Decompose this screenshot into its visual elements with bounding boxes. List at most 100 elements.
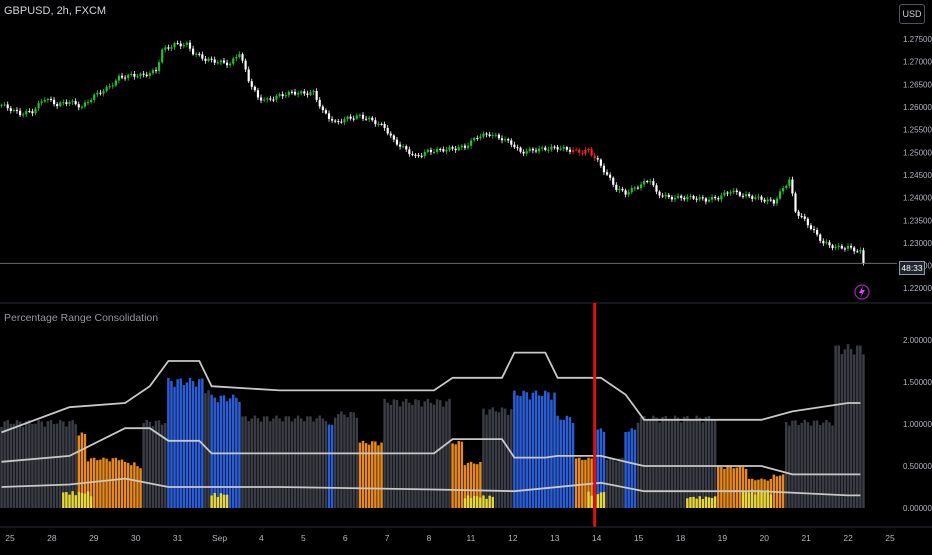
- indicator-bar: [788, 425, 791, 508]
- candle-body: [395, 139, 399, 145]
- time-tick-label: 21: [801, 533, 811, 543]
- indicator-bar: [500, 407, 504, 508]
- candle-body: [698, 197, 701, 200]
- candle-body: [590, 149, 593, 156]
- indicator-bar-yellow: [89, 496, 93, 508]
- indicator-bar: [281, 421, 284, 508]
- indicator-bar: [315, 418, 318, 508]
- candle-body: [809, 225, 813, 229]
- indicator-bar: [846, 344, 850, 508]
- indicator-bar: [831, 425, 834, 508]
- alert-icon-bolt: [859, 286, 865, 298]
- candle-body: [584, 149, 587, 154]
- candle-body: [800, 215, 803, 217]
- indicator-bar: [442, 406, 445, 508]
- indicator-bar: [185, 382, 189, 508]
- indicator-bar: [692, 419, 695, 508]
- candle-body: [179, 43, 182, 47]
- candle-body: [593, 155, 596, 159]
- candle-body: [59, 102, 62, 107]
- indicator-title[interactable]: Percentage Range Consolidation: [4, 312, 159, 324]
- candle-body: [303, 91, 306, 94]
- indicator-bar: [562, 419, 566, 508]
- candle-body: [173, 43, 176, 48]
- candle-body: [744, 194, 748, 197]
- indicator-bar: [454, 444, 457, 508]
- indicator-bar-yellow: [83, 493, 87, 508]
- indicator-bar-yellow: [751, 489, 754, 508]
- candle-body: [253, 86, 256, 91]
- indicator-bar: [126, 462, 130, 508]
- candle-body: [158, 62, 161, 72]
- candle-body: [398, 144, 402, 147]
- indicator-bar: [21, 426, 25, 508]
- time-tick-label: 30: [131, 533, 141, 543]
- candle-body: [411, 154, 414, 156]
- candle-body: [769, 199, 772, 201]
- candle-body: [315, 90, 318, 100]
- candle-body: [782, 188, 785, 192]
- indicator-bar: [794, 420, 797, 508]
- indicator-tick-label: 0.50000: [903, 462, 932, 471]
- candle-body: [454, 148, 457, 151]
- candle-body: [581, 152, 584, 154]
- indicator-bar: [293, 418, 297, 508]
- candle-body: [618, 188, 621, 191]
- candle-body: [52, 99, 56, 105]
- candle-body: [306, 93, 309, 95]
- indicator-bar: [741, 467, 745, 508]
- symbol-title[interactable]: GBPUSD, 2h, FXCM: [4, 5, 107, 17]
- time-tick-label: 19: [718, 533, 728, 543]
- indicator-bar: [46, 421, 50, 508]
- indicator-bar: [695, 415, 698, 508]
- indicator-bar: [259, 421, 263, 508]
- indicator-bar-yellow: [225, 494, 229, 508]
- indicator-bar: [355, 417, 359, 508]
- indicator-bar: [784, 422, 788, 508]
- candle-body: [331, 118, 334, 121]
- candle-body: [507, 139, 510, 141]
- candle-body: [680, 195, 683, 198]
- time-tick-label: 25: [885, 533, 895, 543]
- candle-body: [432, 151, 436, 153]
- indicator-bar: [448, 398, 451, 508]
- candle-body: [148, 73, 151, 76]
- time-tick-label: 8: [427, 533, 432, 543]
- price-tick-label: 1.23000: [903, 239, 932, 248]
- indicator-bar-yellow: [219, 493, 223, 508]
- indicator-bar: [327, 424, 331, 508]
- indicator-bar: [834, 345, 837, 508]
- candle-body: [99, 92, 102, 94]
- currency-button[interactable]: USD: [899, 4, 925, 24]
- candle-body: [482, 133, 485, 137]
- candle-body: [185, 42, 188, 45]
- indicator-bar: [330, 424, 334, 508]
- indicator-bar: [31, 423, 34, 508]
- indicator-bar: [655, 417, 658, 508]
- indicator-bar: [278, 418, 281, 508]
- indicator-bar: [670, 419, 674, 508]
- indicator-bar: [191, 381, 195, 508]
- indicator-bar: [735, 467, 739, 508]
- indicator-bar: [337, 414, 340, 508]
- indicator-bar: [726, 466, 729, 508]
- candle-body: [352, 118, 355, 120]
- candle-body: [383, 123, 386, 128]
- candle-body: [673, 197, 677, 200]
- indicator-bar: [491, 407, 494, 508]
- time-tick-label: 11: [467, 533, 476, 543]
- candle-body: [293, 91, 297, 95]
- candle-body: [649, 181, 652, 183]
- candle-body: [408, 149, 411, 155]
- candle-body: [256, 90, 260, 98]
- indicator-bar: [849, 349, 853, 508]
- indicator-bar: [136, 466, 139, 508]
- candle-body: [714, 196, 717, 199]
- candle-body: [71, 101, 74, 103]
- candle-body: [259, 97, 263, 101]
- indicator-bar: [96, 460, 99, 508]
- candle-body: [497, 134, 501, 139]
- candle-body: [707, 199, 711, 202]
- candle-body: [831, 245, 834, 249]
